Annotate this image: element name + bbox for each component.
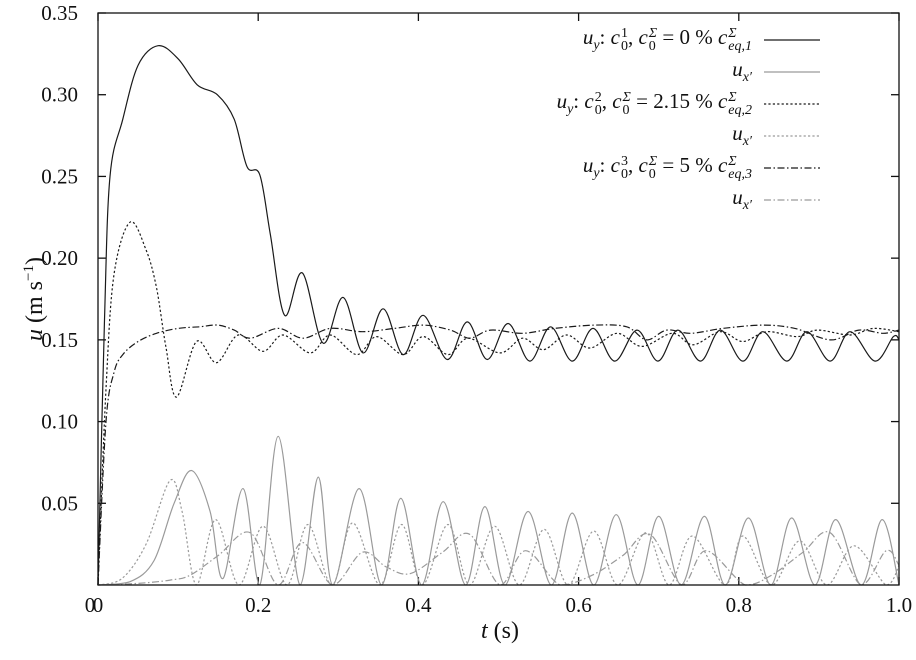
legend-line-sample [764,39,820,41]
y-axis-exp: −1 [21,265,37,281]
y-tick-label: 0 [85,593,96,617]
series-line-5 [97,324,900,586]
legend-csum-sup: Σ [648,25,658,41]
x-tick-label: 0 [93,593,104,617]
legend-entry: ux′ [557,120,820,152]
legend-line-sample [764,167,820,169]
legend-c-sub: 0 [620,166,628,182]
legend-var-sub: y [593,166,600,182]
legend-entry: ux′ [557,184,820,216]
plot-frame [97,12,900,586]
y-axis-unit: (m s [22,280,48,323]
legend-csum-sub: 0 [622,102,630,118]
legend-line-sample [764,199,820,201]
legend-var: u [732,121,743,146]
x-tick-label: 0.2 [245,593,271,617]
legend-label: ux′ [732,57,820,86]
series-line-2 [97,435,900,586]
y-tick-label: 0.15 [41,328,78,352]
legend-value: = 5 % [657,153,718,178]
x-axis-unit: (s) [493,618,519,644]
legend-var-sub: y [593,38,600,54]
y-tick-label: 0.35 [41,1,78,25]
x-tick-label: 1.0 [886,593,912,617]
legend-var-sub: y [567,102,574,118]
legend-csum-sub: 0 [648,38,656,54]
y-axis-var: u [22,328,48,341]
legend-line-sample [764,135,820,137]
y-tick-label: 0.10 [41,410,78,434]
legend-c-sub: 0 [594,102,602,118]
legend-c-sup: 2 [594,89,602,105]
legend-var-sub: x′ [742,134,752,150]
legend-c-sup: 1 [620,25,628,41]
legend-label: ux′ [732,121,820,150]
legend-c-sub: 0 [620,38,628,54]
legend-var: u [732,185,743,210]
series-line-1 [97,45,900,586]
legend-var: u [582,153,594,178]
legend-csum-sup: Σ [622,89,631,105]
legend-csum-sup: Σ [648,153,658,169]
legend-line-sample [764,103,820,105]
y-axis-close: ) [22,257,48,266]
legend-var-sub: x′ [742,198,752,214]
legend-var: u [732,57,743,82]
legend-ceq-sub: eq,3 [728,166,752,182]
y-tick-label: 0.05 [41,491,78,515]
legend-ceq-sup: Σ [728,25,737,41]
legend-value: = 0 % [657,25,718,50]
x-axis-var: t [481,618,488,644]
legend-ceq-sub: eq,1 [728,38,752,54]
series-line-6 [97,531,900,586]
legend-var: u [556,89,568,114]
legend-entry: ux′ [557,56,820,88]
legend-ceq-sup: Σ [728,89,737,105]
legend-ceq-sub: eq,2 [728,102,752,118]
series-lines [97,45,900,586]
y-tick-label: 0.30 [41,83,78,107]
legend-label: ux′ [732,185,820,214]
x-tick-label: 0.6 [565,593,591,617]
y-tick-label: 0.25 [41,164,78,188]
y-tick-label: 0.20 [41,246,78,270]
legend-value: = 2.15 % [630,89,718,114]
legend-ceq-sup: Σ [728,153,737,169]
legend-line-sample [764,71,820,73]
legend-var: u [582,25,594,50]
legend-c-sup: 3 [620,153,628,169]
x-tick-label: 0.8 [726,593,752,617]
legend-var-sub: x′ [742,70,752,86]
y-axis-label: u (m s−1) [21,224,49,374]
x-axis-label: t (s) [440,618,560,645]
x-tick-label: 0.4 [405,593,432,617]
legend-csum-sub: 0 [648,166,656,182]
